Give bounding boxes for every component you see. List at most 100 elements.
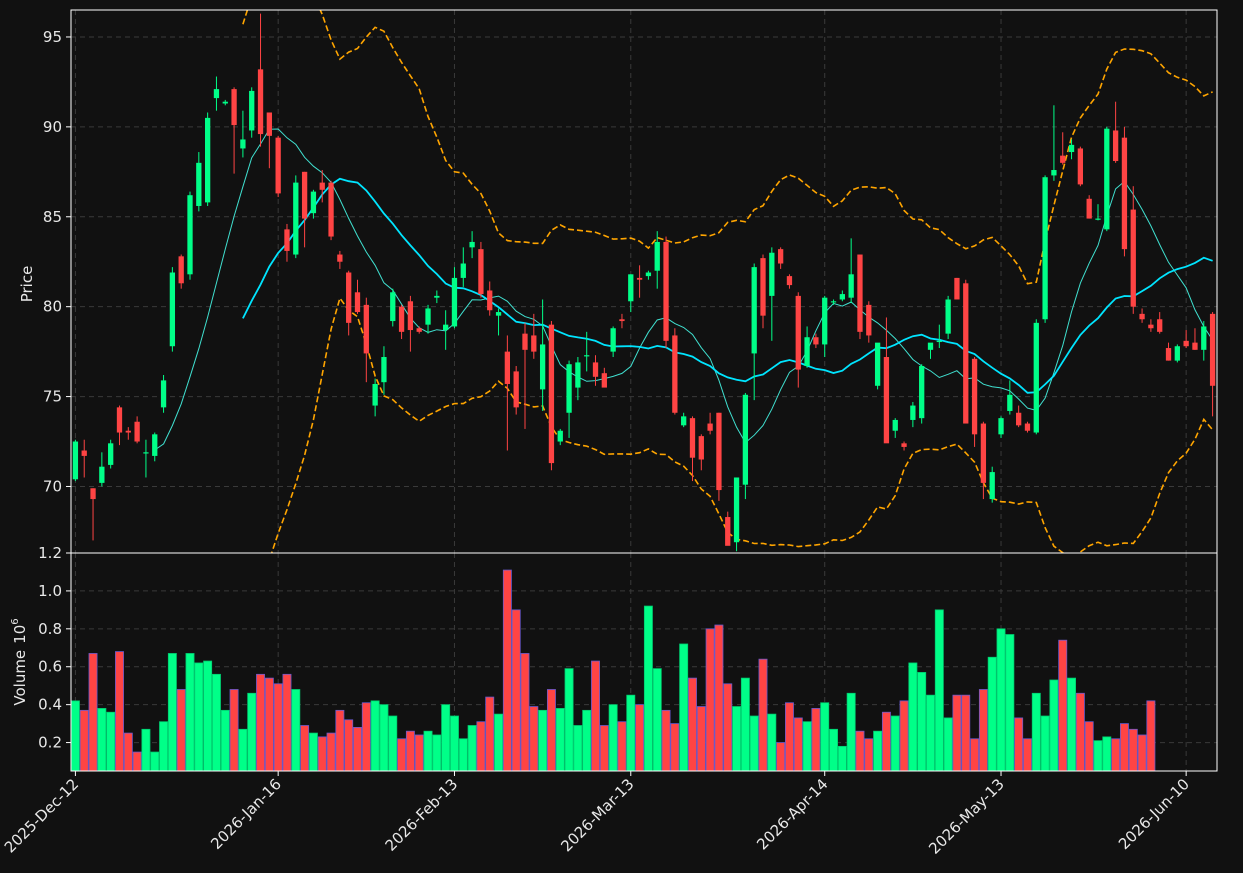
candle-body (760, 258, 766, 316)
candle-body (178, 256, 184, 284)
candle-body (1157, 319, 1163, 332)
price-tick-label: 85 (43, 208, 62, 226)
candle-body (398, 306, 405, 332)
volume-bar (740, 677, 750, 772)
candle-body (769, 252, 775, 296)
candle-body (927, 342, 934, 350)
candle-body (522, 333, 528, 350)
candle-body (822, 297, 828, 345)
candle-body (1183, 340, 1189, 347)
volume-bar (70, 700, 80, 772)
volume-bar (520, 653, 530, 772)
candle-body (1024, 423, 1031, 431)
candle-body (663, 241, 669, 341)
volume-bar (176, 689, 186, 772)
candle-body (742, 394, 749, 485)
volume-bar (370, 700, 380, 772)
volume-bar (679, 643, 689, 772)
candle-body (689, 418, 696, 458)
candle-body (134, 421, 140, 442)
candle-body (1165, 348, 1172, 361)
volume-bar (749, 715, 759, 772)
candle-body (681, 416, 687, 426)
candle-body (381, 357, 387, 383)
volume-bar (626, 694, 636, 772)
candle-body (1112, 130, 1119, 162)
candle-body (751, 267, 757, 354)
volume-bar (300, 725, 310, 772)
candle-body (725, 517, 731, 546)
volume-bar (379, 704, 389, 772)
volume-bar (723, 683, 733, 772)
candle-body (90, 488, 96, 500)
volume-bar (829, 728, 838, 772)
volume-bar (432, 734, 442, 772)
moving-average-20 (242, 177, 1213, 394)
candle-body (874, 342, 881, 386)
candle-body (204, 117, 211, 203)
candle-body (240, 139, 246, 149)
volume-bar (397, 738, 407, 772)
volume-bar (617, 721, 627, 772)
candle-body (1095, 218, 1101, 220)
candle-body (187, 195, 193, 275)
volume-bar (326, 732, 336, 772)
candle-body (980, 423, 987, 483)
volume-bar (1111, 738, 1121, 772)
candle-body (566, 364, 572, 413)
volume-bar (899, 700, 909, 772)
candle-body (883, 357, 890, 444)
candle-body (81, 450, 87, 456)
volume-bar (529, 706, 539, 772)
candle-body (293, 182, 299, 255)
candle-body (866, 304, 872, 336)
volume-bar (1146, 700, 1156, 772)
volume-panel-frame (70, 552, 1218, 772)
candle-body (504, 351, 511, 384)
volume-tick-label: 1.2 (38, 544, 62, 562)
volume-bar (115, 651, 124, 772)
candle-body (645, 272, 652, 277)
volume-bar (635, 704, 645, 772)
candle-body (610, 328, 616, 352)
price-tick-label: 75 (43, 388, 62, 406)
volume-tick-label: 0.4 (38, 696, 62, 714)
volume-bar (423, 730, 433, 772)
volume-bar (714, 624, 724, 772)
candle-body (1042, 177, 1048, 320)
volume-bar (908, 662, 918, 772)
candle-body (901, 443, 907, 447)
candle-body (222, 101, 228, 104)
candle-body (910, 405, 916, 420)
volume-bar (864, 738, 874, 772)
volume-bar (776, 742, 786, 772)
volume-bar (1075, 692, 1085, 772)
candle-body (257, 69, 264, 135)
volume-y-axis: 0.2 0.4 0.6 0.8 1.0 1.2 (38, 544, 71, 752)
candle-body (971, 358, 978, 435)
candle-body (698, 436, 704, 460)
volume-bar (564, 668, 574, 772)
candle-body (1192, 342, 1198, 350)
volume-bar (855, 730, 865, 772)
price-grid (71, 10, 1217, 553)
candle-body (125, 430, 131, 433)
candle-body (1209, 313, 1216, 386)
volume-bar (88, 653, 98, 772)
volume-bar (264, 677, 274, 772)
volume-bar (229, 689, 239, 772)
volume-bar (238, 728, 248, 772)
candle-body (557, 430, 563, 442)
volume-bar (652, 668, 662, 772)
volume-bar (661, 709, 671, 772)
candle-body (249, 90, 255, 131)
volume-bar (1102, 736, 1112, 772)
volume-bar (450, 715, 459, 772)
price-tick-label: 90 (43, 118, 62, 136)
candle-body (636, 277, 643, 280)
volume-bar (1005, 634, 1015, 772)
volume-bar (458, 738, 468, 772)
candle-body (301, 171, 308, 219)
candle-body (1068, 144, 1075, 153)
candle-body (989, 472, 995, 500)
